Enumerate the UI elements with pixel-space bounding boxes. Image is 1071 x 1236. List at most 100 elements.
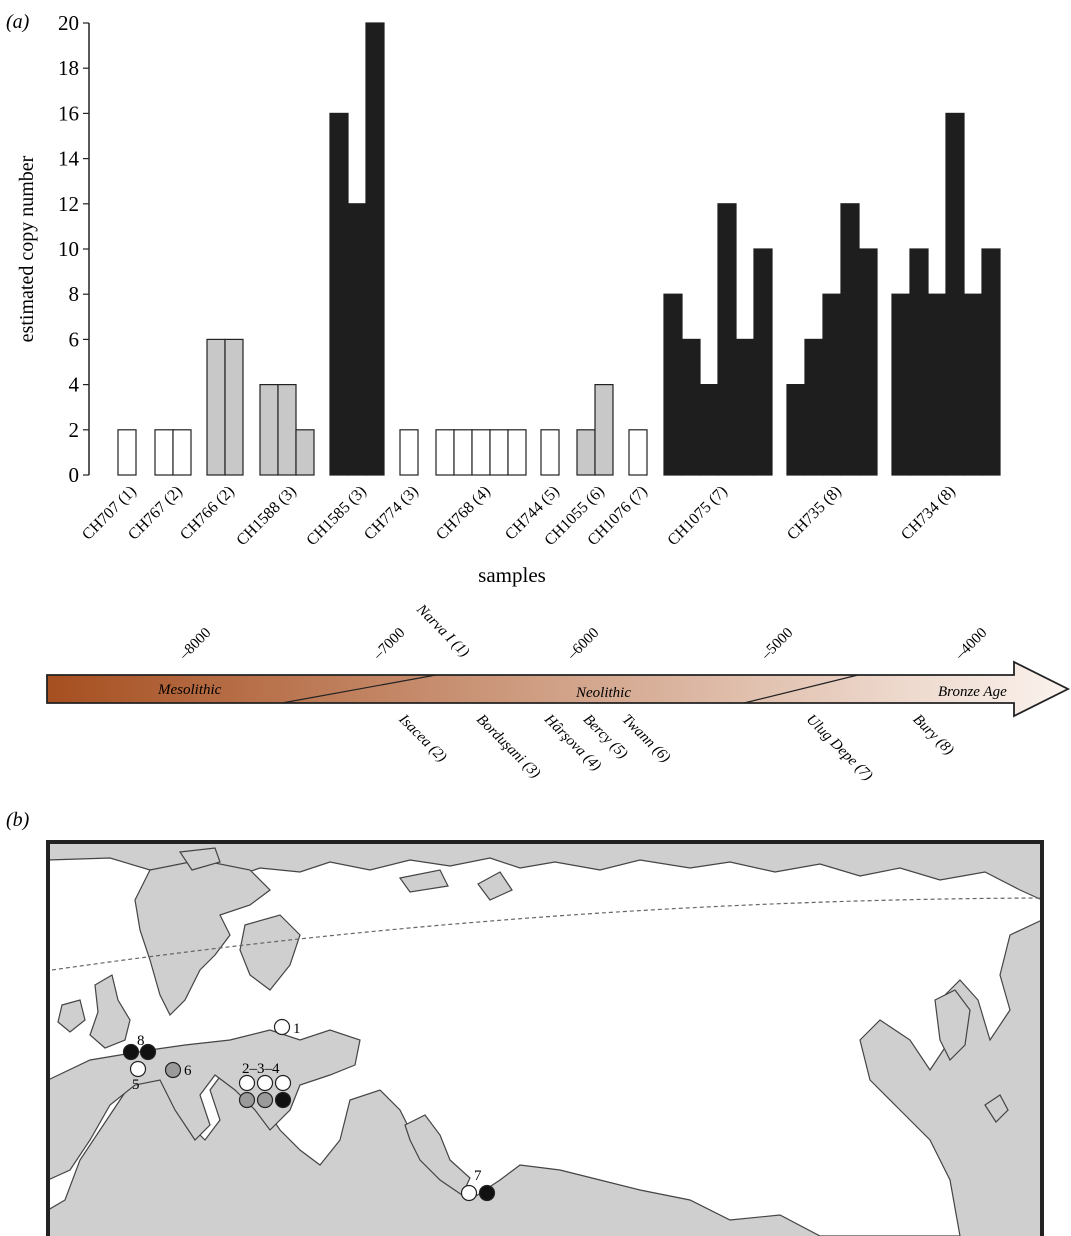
bar	[507, 429, 527, 476]
bar	[804, 338, 824, 476]
y-tick-label: 8	[69, 282, 80, 306]
period-label-mesolithic: Mesolithic	[157, 682, 222, 698]
bar	[224, 338, 244, 476]
bar	[172, 429, 192, 476]
bar	[206, 338, 226, 476]
map-site-dot	[256, 1091, 274, 1109]
y-tick-label: 0	[69, 463, 80, 487]
y-axis-label: estimated copy number	[16, 155, 38, 342]
period-label-neolithic: Neolithic	[575, 685, 631, 701]
map-western-europe	[48, 1029, 361, 1181]
map-site-label: 2–3–4	[242, 1061, 280, 1077]
map-site-label: 6	[184, 1063, 192, 1079]
map-site-dot	[139, 1043, 157, 1061]
x-tick-label: CH768 (4)	[433, 483, 494, 544]
y-tick-label: 16	[58, 101, 79, 125]
sample-bar-group	[154, 429, 192, 476]
map-frame	[46, 840, 1044, 1236]
bar	[453, 429, 473, 476]
timeline-site-label: Ulug Depe (7)	[803, 712, 876, 785]
bar	[909, 248, 929, 476]
x-tick-label: CH1585 (3)	[303, 483, 369, 549]
map-site-dot	[478, 1184, 496, 1202]
x-axis-tick-labels: CH707 (1)CH767 (2)CH766 (2)CH1588 (3) CH1…	[79, 483, 959, 549]
y-tick-label: 20	[58, 11, 79, 35]
map-site-dot	[238, 1074, 256, 1092]
map-site-label: 8	[137, 1033, 145, 1049]
map-island-north-2	[398, 869, 449, 893]
sample-bar-group	[891, 112, 1001, 476]
map-site-dot	[238, 1091, 256, 1109]
bar	[399, 429, 419, 476]
timeline-tick-label: –7000	[370, 625, 409, 664]
map-site: 7	[460, 1168, 496, 1202]
map-island-north-1	[178, 847, 221, 871]
map-site-dot	[460, 1184, 478, 1202]
timeline-site-label: Narva I (1)	[412, 601, 472, 661]
sample-bar-group	[329, 22, 385, 476]
bar	[471, 429, 491, 476]
period-boundary-neolithic-bronze-age	[743, 674, 859, 704]
map-site: 6	[164, 1061, 192, 1079]
map-site-dot	[122, 1043, 140, 1061]
bar	[663, 293, 683, 476]
bar	[753, 248, 773, 476]
bar	[699, 384, 719, 476]
map-site: 5	[129, 1060, 147, 1093]
bar	[786, 384, 806, 476]
map-sites: 1 8 5 6 2–3–4 7	[122, 1018, 496, 1202]
bar	[963, 293, 983, 476]
bar	[927, 293, 947, 476]
arctic-circle-line	[51, 897, 1041, 971]
x-tick-label: CH1588 (3)	[233, 483, 299, 549]
bar	[735, 338, 755, 476]
site-map: 1 8 5 6 2–3–4 7	[48, 842, 1042, 1236]
bar	[840, 203, 860, 476]
map-east-landmass	[934, 989, 971, 1062]
timeline-arrow	[46, 660, 1071, 718]
y-tick-label: 18	[58, 56, 79, 80]
bar	[981, 248, 1001, 476]
bar	[154, 429, 174, 476]
sample-bar-group	[259, 384, 315, 476]
period-boundary-mesolithic-neolithic	[281, 674, 437, 704]
timeline-tick-label: –5000	[758, 625, 797, 664]
y-tick-label: 4	[69, 373, 80, 397]
map-site-dot	[256, 1074, 274, 1092]
timeline-site-label: Twann (6)	[619, 712, 673, 766]
bar	[540, 429, 560, 476]
map-island-north-3	[477, 871, 513, 901]
timeline-tick-labels: –8000 –7000 –6000 –5000 –4000	[176, 625, 991, 664]
sample-bar-group	[663, 203, 773, 476]
timeline-tick-label: –6000	[564, 625, 603, 664]
timeline: Mesolithic Neolithic Bronze Age –8000 –70…	[46, 601, 1071, 785]
bar	[628, 429, 648, 476]
bar	[435, 429, 455, 476]
bar	[259, 384, 279, 476]
map-site-dot	[273, 1018, 291, 1036]
bar	[489, 429, 509, 476]
period-label-bronze-age: Bronze Age	[938, 684, 1007, 700]
bar	[891, 293, 911, 476]
map-scandinavia	[134, 859, 271, 1017]
map-ireland	[57, 999, 86, 1033]
map-site-dot	[274, 1091, 292, 1109]
x-axis-label: samples	[478, 563, 546, 587]
copy-number-chart: 0 2 4 6 8 10 12 14 16 18 20 CH707 (1)CH767 (2)CH76…	[16, 11, 1001, 587]
x-tick-label: CH734 (8)	[898, 483, 959, 544]
map-site-label: 1	[293, 1021, 301, 1037]
bar	[945, 112, 965, 476]
bars	[117, 22, 1001, 476]
bar	[822, 293, 842, 476]
map-site-dot	[164, 1061, 182, 1079]
bar	[117, 429, 137, 476]
panel-b-label: (b)	[6, 809, 30, 831]
map-britain	[89, 974, 131, 1049]
timeline-tick-label: –8000	[176, 625, 215, 664]
map-site-label: 5	[132, 1077, 140, 1093]
map-site: 2–3–4	[238, 1061, 292, 1109]
sample-bar-group	[576, 384, 614, 476]
timeline-tick-label: –4000	[952, 625, 991, 664]
bar	[347, 203, 367, 476]
